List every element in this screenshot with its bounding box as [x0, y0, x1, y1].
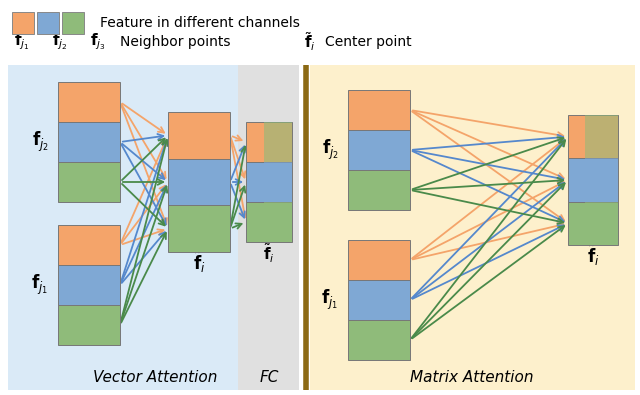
- Bar: [8, 65, 299, 390]
- Text: $\mathbf{f}_{j_1}$: $\mathbf{f}_{j_1}$: [14, 32, 30, 52]
- Text: Matrix Attention: Matrix Attention: [410, 371, 534, 386]
- Bar: [586, 158, 618, 202]
- Bar: [348, 170, 410, 210]
- Text: $\mathbf{f}_{j_1}$: $\mathbf{f}_{j_1}$: [31, 273, 49, 297]
- Bar: [58, 82, 120, 122]
- Text: $\mathbf{f}_{j_2}$: $\mathbf{f}_{j_2}$: [52, 32, 68, 52]
- Bar: [348, 280, 410, 320]
- Bar: [264, 122, 292, 162]
- Bar: [58, 265, 120, 305]
- Bar: [568, 115, 618, 158]
- Bar: [568, 158, 618, 202]
- Bar: [58, 305, 120, 345]
- Text: Vector Attention: Vector Attention: [93, 371, 217, 386]
- Bar: [264, 162, 292, 202]
- Bar: [58, 225, 120, 265]
- Text: FC: FC: [259, 371, 278, 386]
- Bar: [348, 90, 410, 130]
- Bar: [168, 205, 230, 252]
- Bar: [62, 12, 84, 34]
- Bar: [264, 202, 292, 242]
- Bar: [568, 202, 618, 245]
- Bar: [12, 12, 34, 34]
- Text: $\tilde{\mathbf{f}}_i$: $\tilde{\mathbf{f}}_i$: [587, 243, 599, 268]
- Bar: [348, 240, 410, 280]
- Bar: [246, 162, 292, 202]
- Bar: [246, 122, 292, 162]
- Bar: [586, 115, 618, 158]
- Bar: [586, 202, 618, 245]
- Text: $\tilde{\mathbf{f}}_i$: $\tilde{\mathbf{f}}_i$: [304, 31, 316, 53]
- Text: $\mathbf{f}_{j_1}$: $\mathbf{f}_{j_1}$: [321, 288, 339, 312]
- Bar: [168, 159, 230, 205]
- Bar: [310, 65, 635, 390]
- Text: $\mathbf{f}_{j_2}$: $\mathbf{f}_{j_2}$: [31, 130, 49, 154]
- Bar: [348, 130, 410, 170]
- Text: $\mathbf{f}_{j_3}$: $\mathbf{f}_{j_3}$: [90, 32, 106, 52]
- Text: $\mathbf{f}_{j_2}$: $\mathbf{f}_{j_2}$: [321, 138, 339, 162]
- Bar: [246, 202, 292, 242]
- Text: $\tilde{\tilde{\mathbf{f}}}_i$: $\tilde{\tilde{\mathbf{f}}}_i$: [263, 239, 275, 265]
- Text: $\tilde{\mathbf{f}}_i$: $\tilde{\mathbf{f}}_i$: [193, 249, 205, 275]
- Bar: [348, 320, 410, 360]
- Bar: [37, 12, 59, 34]
- Bar: [168, 112, 230, 159]
- Text: Center point: Center point: [325, 35, 412, 49]
- Bar: [238, 65, 299, 390]
- Text: Neighbor points: Neighbor points: [120, 35, 230, 49]
- Bar: [58, 162, 120, 202]
- Bar: [58, 122, 120, 162]
- Text: Feature in different channels: Feature in different channels: [100, 16, 300, 30]
